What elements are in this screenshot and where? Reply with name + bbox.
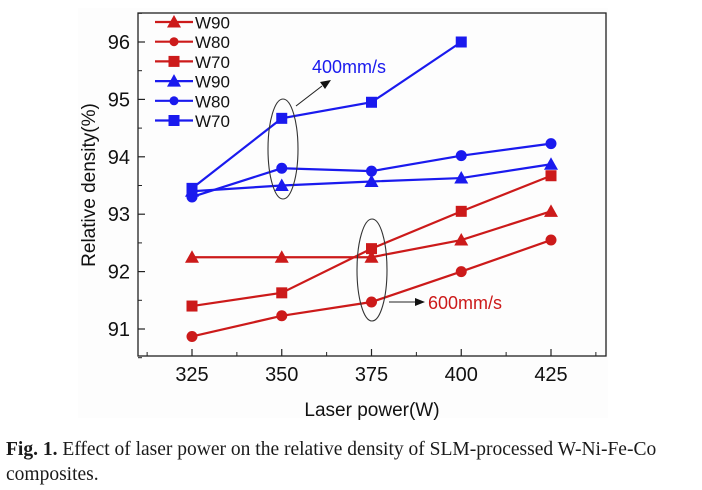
data-point-triangle xyxy=(274,250,289,263)
data-point-square xyxy=(455,205,467,217)
series-layer xyxy=(185,36,558,342)
data-point-circle xyxy=(366,296,377,308)
data-point-square xyxy=(366,243,377,255)
x-tick-label: 425 xyxy=(534,364,567,386)
annotation-ellipse-400 xyxy=(267,98,299,200)
y-tick-label: 95 xyxy=(108,89,130,111)
data-point-circle xyxy=(455,266,467,278)
data-point-square xyxy=(545,170,557,182)
legend-item: W70 xyxy=(155,112,230,131)
line-chart: 91 92 93 94 95 96 325 350 375 400 425 Laser power(… xyxy=(78,8,608,420)
data-point-circle xyxy=(276,310,288,322)
data-point-circle xyxy=(276,162,288,174)
legend-label: W70 xyxy=(195,53,230,72)
data-point-triangle xyxy=(544,204,558,217)
series-line xyxy=(191,41,462,190)
x-tick-label: 325 xyxy=(175,364,208,386)
legend-item: W70 xyxy=(155,53,230,72)
data-point-square xyxy=(276,287,288,299)
x-tick-label: 375 xyxy=(355,364,388,386)
legend-marker-triangle xyxy=(167,74,181,87)
y-tick-label: 93 xyxy=(108,204,130,226)
series-600mm-s-W70 xyxy=(186,170,557,312)
data-point-circle xyxy=(186,191,198,203)
y-axis-label: Relative density(%) xyxy=(79,103,100,267)
annotation-ellipse-600 xyxy=(356,218,388,322)
plot-background xyxy=(78,8,608,418)
series-400mm-s-W70 xyxy=(186,36,467,194)
data-point-circle xyxy=(455,150,467,162)
y-tick-label: 92 xyxy=(108,262,130,284)
legend-marker-triangle xyxy=(167,15,181,28)
caption-label: Fig. 1. xyxy=(6,439,58,460)
legend-marker-circle xyxy=(169,37,179,47)
legend-label: W70 xyxy=(195,112,230,131)
data-point-triangle xyxy=(185,250,199,263)
annotation-arrowhead-600 xyxy=(415,298,425,306)
data-point-triangle xyxy=(454,233,469,246)
annotation-arrowhead-400 xyxy=(320,80,331,89)
x-axis-label: Laser power(W) xyxy=(304,400,439,420)
series-400mm-s-W80 xyxy=(186,138,557,203)
axis-layer: 91 92 93 94 95 96 325 350 375 400 425 xyxy=(108,12,597,386)
legend-label: W80 xyxy=(195,33,230,52)
caption-text: Effect of laser power on the relative de… xyxy=(6,439,657,485)
legend-item: W90 xyxy=(155,14,230,33)
annotation-arrow-400 xyxy=(295,85,323,107)
data-point-square xyxy=(455,36,467,48)
legend-label: W90 xyxy=(195,14,230,33)
figure-caption: Fig. 1. Effect of laser power on the rel… xyxy=(6,437,696,487)
data-point-triangle xyxy=(364,250,379,263)
data-point-triangle xyxy=(454,171,469,184)
data-point-square xyxy=(186,300,198,312)
annotation-label-400: 400mm/s xyxy=(312,57,386,77)
y-tick-label: 96 xyxy=(108,32,130,54)
legend-label: W80 xyxy=(195,92,230,111)
data-point-square xyxy=(186,182,198,194)
data-point-circle xyxy=(545,234,557,246)
series-600mm-s-W90 xyxy=(185,204,558,263)
legend-marker-square xyxy=(168,115,180,126)
annotations: 400mm/s 600mm/s xyxy=(267,57,502,322)
legend-item: W80 xyxy=(155,33,230,52)
data-point-square xyxy=(366,96,377,108)
annotation-label-600: 600mm/s xyxy=(428,293,502,313)
legend-marker-circle xyxy=(169,96,179,106)
data-point-circle xyxy=(186,330,198,342)
x-tick-label: 400 xyxy=(445,364,478,386)
legend-marker-square xyxy=(168,55,180,67)
legend-item: W80 xyxy=(155,92,230,111)
legend-label: W90 xyxy=(195,73,230,92)
data-point-triangle xyxy=(274,178,289,191)
y-tick-label: 94 xyxy=(108,147,130,169)
data-point-triangle xyxy=(544,157,558,170)
data-point-triangle xyxy=(364,174,379,187)
data-point-square xyxy=(276,112,288,124)
y-tick-label: 91 xyxy=(108,319,130,341)
series-600mm-s-W80 xyxy=(186,234,557,342)
x-tick-label: 350 xyxy=(265,364,298,386)
legend-item: W90 xyxy=(155,73,230,92)
data-point-circle xyxy=(366,165,377,177)
data-point-circle xyxy=(545,138,557,150)
